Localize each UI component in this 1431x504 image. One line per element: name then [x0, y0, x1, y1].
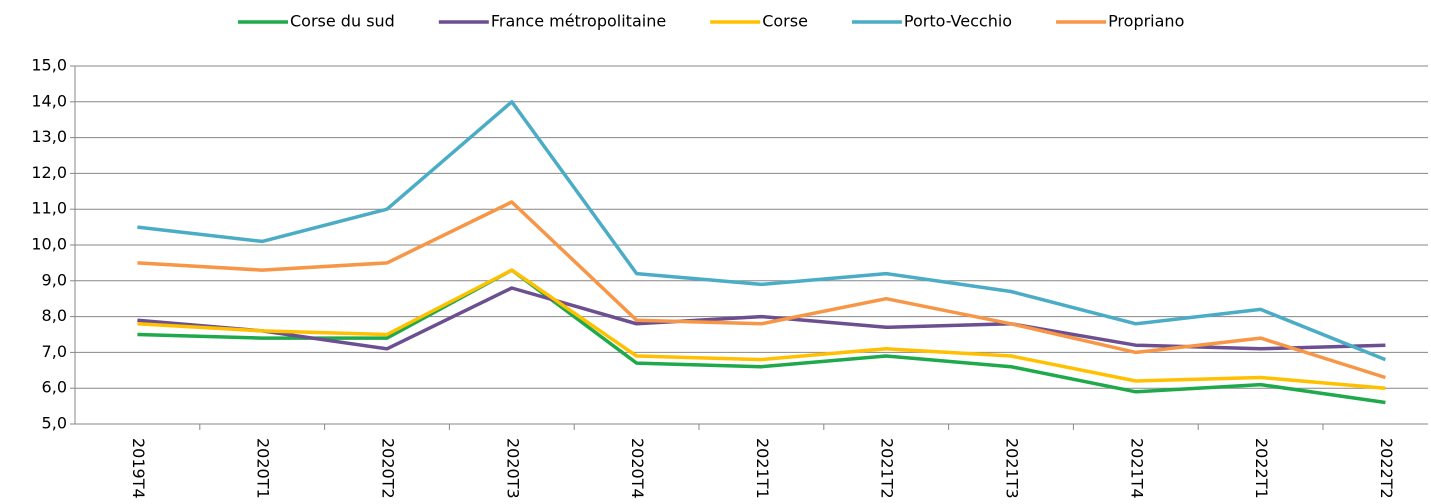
y-tick-label: 5,0 [42, 414, 67, 433]
y-tick-label: 15,0 [31, 56, 67, 75]
x-tick-label: 2021T2 [878, 438, 897, 499]
x-tick-label: 2022T2 [1377, 438, 1396, 499]
series-line [137, 200, 1386, 380]
x-tick-label: 2022T1 [1252, 438, 1271, 499]
x-tick-label: 2020T2 [379, 438, 398, 499]
x-tick-label: 2020T3 [503, 438, 522, 499]
series-line [137, 268, 1386, 390]
x-tick-label: 2021T1 [753, 438, 772, 499]
y-tick-label: 8,0 [42, 306, 67, 325]
y-tick-label: 7,0 [42, 342, 67, 361]
y-tick-label: 9,0 [42, 270, 67, 289]
y-tick-label: 13,0 [31, 127, 67, 146]
legend-label: France métropolitaine [491, 12, 666, 31]
x-tick-label: 2021T4 [1127, 438, 1146, 499]
legend-label: Porto-Vecchio [904, 12, 1012, 31]
y-tick-label: 12,0 [31, 163, 67, 182]
series-line [137, 286, 1386, 351]
x-tick-label: 2020T4 [628, 438, 647, 499]
series-line [137, 268, 1386, 405]
legend-label: Corse [762, 12, 808, 31]
x-tick-label: 2020T1 [254, 438, 273, 499]
series-line [137, 100, 1387, 362]
legend-label: Propriano [1108, 12, 1184, 31]
legend-label: Corse du sud [290, 12, 395, 31]
x-tick-label: 2021T3 [1003, 438, 1022, 499]
y-tick-label: 11,0 [31, 199, 67, 218]
y-tick-label: 14,0 [31, 91, 67, 110]
x-tick-label: 2019T4 [129, 438, 148, 499]
y-tick-label: 6,0 [42, 378, 67, 397]
y-tick-label: 10,0 [31, 235, 67, 254]
